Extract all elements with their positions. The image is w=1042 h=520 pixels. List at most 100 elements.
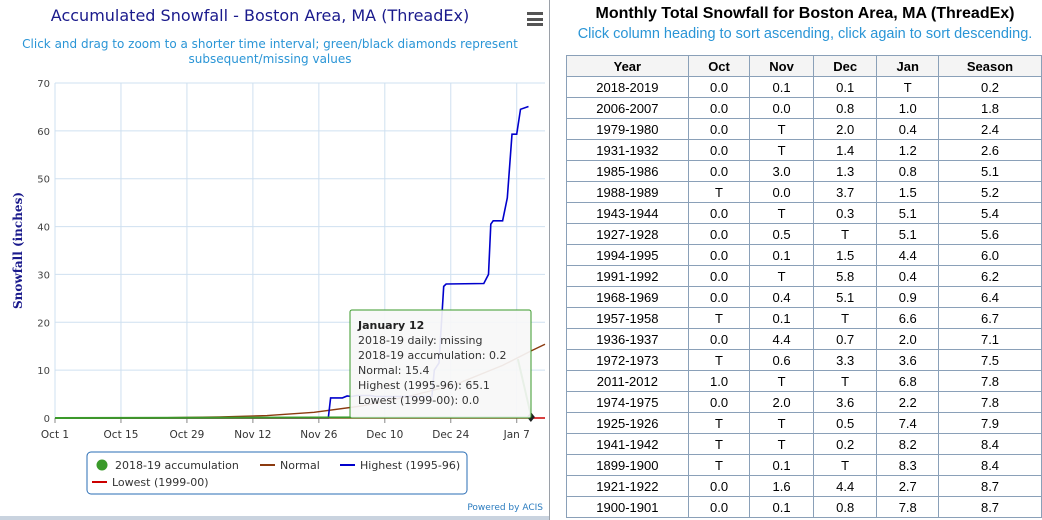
cell-season: 7.8	[938, 370, 1042, 392]
legend-label[interactable]: 2018-19 accumulation	[115, 459, 239, 472]
tooltip-line: 2018-19 daily: missing	[358, 334, 482, 347]
cell-oct: 0.0	[687, 223, 751, 245]
hamburger-menu-icon[interactable]	[527, 12, 543, 26]
cell-jan: 4.4	[876, 244, 940, 266]
table-row: 1943-1944 0.0 T 0.3 5.1 5.4	[566, 202, 1042, 224]
cell-dec: 2.0	[812, 118, 878, 140]
cell-nov: T	[749, 118, 814, 140]
x-tick-label: Jan 7	[503, 429, 530, 441]
cell-season: 2.6	[938, 139, 1042, 161]
cell-season: 2.4	[938, 118, 1042, 140]
table-row: 1936-1937 0.0 4.4 0.7 2.0 7.1	[566, 328, 1042, 350]
cell-year: 1991-1992	[566, 265, 689, 287]
column-header-season[interactable]: Season	[938, 55, 1042, 77]
cell-jan: 1.5	[876, 181, 940, 203]
column-header-dec[interactable]: Dec	[812, 55, 878, 77]
cell-oct: T	[687, 181, 751, 203]
cell-oct: T	[687, 349, 751, 371]
y-tick-label: 10	[37, 366, 50, 377]
cell-dec: 3.6	[812, 391, 878, 413]
column-header-oct[interactable]: Oct	[687, 55, 751, 77]
cell-nov: 0.0	[749, 181, 814, 203]
cell-season: 8.7	[938, 496, 1042, 518]
table-row: 1921-1922 0.0 1.6 4.4 2.7 8.7	[566, 475, 1042, 497]
cell-season: 6.2	[938, 265, 1042, 287]
cell-nov: 0.1	[749, 307, 814, 329]
cell-year: 1972-1973	[566, 349, 689, 371]
legend-label[interactable]: Lowest (1999-00)	[112, 476, 209, 489]
column-header-year[interactable]: Year	[566, 55, 689, 77]
y-axis-label: Snowfall (inches)	[11, 192, 25, 309]
cell-dec: T	[812, 454, 878, 476]
cell-oct: 1.0	[687, 370, 751, 392]
cell-season: 6.7	[938, 307, 1042, 329]
cell-year: 1968-1969	[566, 286, 689, 308]
column-header-jan[interactable]: Jan	[876, 55, 940, 77]
cell-season: 1.8	[938, 97, 1042, 119]
legend-label[interactable]: Normal	[280, 459, 320, 472]
cell-season: 0.2	[938, 76, 1042, 98]
table-row: 1972-1973 T 0.6 3.3 3.6 7.5	[566, 349, 1042, 371]
tooltip-line: Highest (1995-96): 65.1	[358, 379, 490, 392]
legend-label[interactable]: Highest (1995-96)	[360, 459, 460, 472]
x-tick-label: Dec 10	[366, 429, 403, 441]
cell-jan: 6.6	[876, 307, 940, 329]
credits-link[interactable]: Powered by ACIS	[467, 503, 543, 513]
cell-nov: T	[749, 139, 814, 161]
chart-subtitle: Click and drag to zoom to a shorter time…	[22, 37, 518, 66]
cell-jan: 0.4	[876, 265, 940, 287]
cell-season: 5.2	[938, 181, 1042, 203]
cell-dec: T	[812, 370, 878, 392]
cell-season: 5.4	[938, 202, 1042, 224]
cell-year: 1957-1958	[566, 307, 689, 329]
legend-marker[interactable]	[96, 459, 108, 471]
cell-oct: T	[687, 412, 751, 434]
cell-jan: 1.0	[876, 97, 940, 119]
chart-plot[interactable]: 0 10 20 30 40 50 60 70 Oct 1 Oct 15 Oct 29 Nov 12 No…	[0, 0, 550, 520]
cell-oct: 0.0	[687, 139, 751, 161]
cell-dec: T	[812, 307, 878, 329]
table-row: 2006-2007 0.0 0.0 0.8 1.0 1.8	[566, 97, 1042, 119]
cell-dec: 0.5	[812, 412, 878, 434]
cell-year: 2006-2007	[566, 97, 689, 119]
y-tick-label: 30	[37, 270, 50, 281]
cell-dec: 0.1	[812, 76, 878, 98]
table-row: 1974-1975 0.0 2.0 3.6 2.2 7.8	[566, 391, 1042, 413]
table-row: 1968-1969 0.0 0.4 5.1 0.9 6.4	[566, 286, 1042, 308]
x-tick-label: Oct 29	[169, 429, 204, 441]
cell-year: 1943-1944	[566, 202, 689, 224]
cell-oct: 0.0	[687, 328, 751, 350]
y-tick-label: 60	[37, 127, 50, 138]
x-tick-label: Dec 24	[432, 429, 469, 441]
cell-nov: 4.4	[749, 328, 814, 350]
cell-season: 6.4	[938, 286, 1042, 308]
column-header-nov[interactable]: Nov	[749, 55, 814, 77]
cell-jan: 2.7	[876, 475, 940, 497]
cell-season: 8.4	[938, 454, 1042, 476]
cell-year: 1979-1980	[566, 118, 689, 140]
cell-season: 8.7	[938, 475, 1042, 497]
cell-dec: 3.3	[812, 349, 878, 371]
cell-nov: 1.6	[749, 475, 814, 497]
cell-oct: 0.0	[687, 496, 751, 518]
cell-nov: 0.1	[749, 496, 814, 518]
cell-dec: 0.3	[812, 202, 878, 224]
tooltip-box	[349, 309, 532, 419]
cell-season: 6.0	[938, 244, 1042, 266]
cell-jan: 0.9	[876, 286, 940, 308]
chart-bottom-bar	[0, 516, 549, 520]
cell-dec: 5.1	[812, 286, 878, 308]
cell-year: 1900-1901	[566, 496, 689, 518]
x-tick-label: Nov 12	[234, 429, 271, 441]
cell-jan: 2.2	[876, 391, 940, 413]
cell-year: 2011-2012	[566, 370, 689, 392]
cell-oct: 0.0	[687, 97, 751, 119]
cell-oct: 0.0	[687, 202, 751, 224]
tooltip-line: Normal: 15.4	[358, 364, 430, 377]
cell-season: 7.1	[938, 328, 1042, 350]
table-row: 1994-1995 0.0 0.1 1.5 4.4 6.0	[566, 244, 1042, 266]
cell-nov: 0.1	[749, 76, 814, 98]
cell-nov: T	[749, 265, 814, 287]
cell-season: 8.4	[938, 433, 1042, 455]
cell-jan: 0.4	[876, 118, 940, 140]
